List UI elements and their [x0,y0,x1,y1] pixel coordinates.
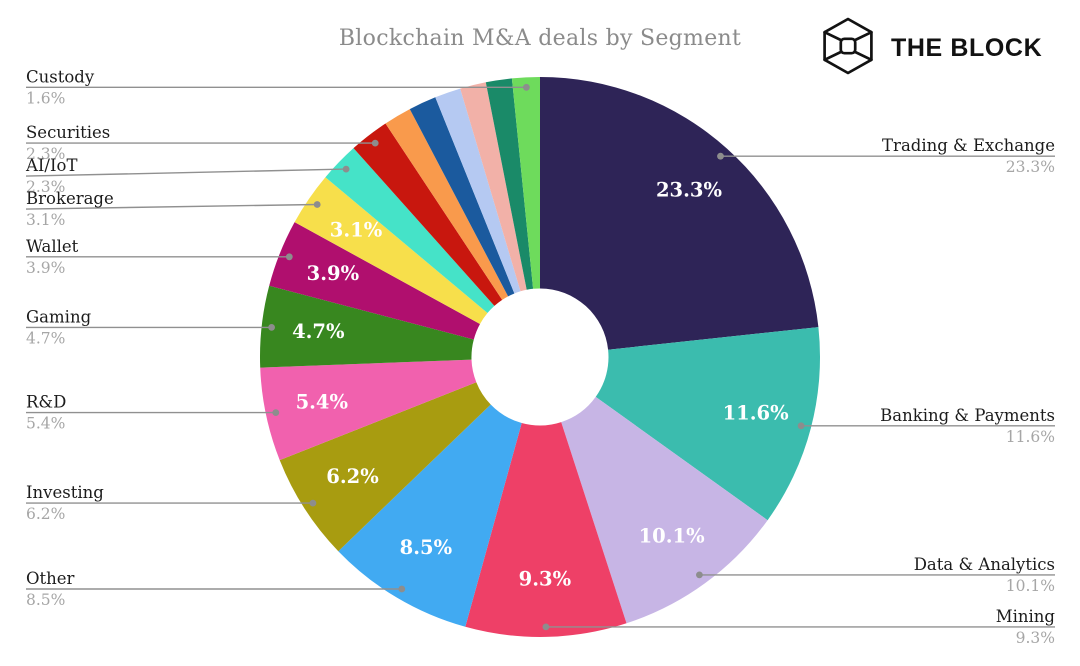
segment-label: Brokerage [26,189,114,208]
slice-securities[interactable] [353,123,503,306]
leader-dot [398,585,406,593]
segment-pct-label: 23.3% [1006,158,1055,176]
segment-pct-label: 10.1% [1006,577,1055,595]
slice-unlabeled[interactable] [435,88,521,294]
segment-pct-label: 5.4% [26,415,65,433]
segment-label: Other [26,569,75,588]
slice-ai-iot[interactable] [325,148,495,313]
slice-unlabeled[interactable] [409,97,515,297]
segment-label: R&D [26,393,66,412]
leader-dot [285,253,293,261]
slice-data-analytics[interactable] [561,396,768,624]
leader-dot [717,152,724,160]
slice-unlabeled[interactable] [385,109,509,300]
segment-label: Mining [996,607,1056,626]
leader-dot [342,165,350,173]
inner-pct-label: 3.9% [307,262,360,285]
inner-pct-label: 23.3% [656,179,722,202]
inner-pct-label: 5.4% [296,390,349,413]
the-block-logo: THE BLOCK [818,15,1042,77]
slice-trading-exchange[interactable] [540,77,819,350]
slice-investing[interactable] [279,382,491,552]
leader-dot [371,139,379,147]
slice-banking-payments[interactable] [595,327,821,521]
slice-gaming[interactable] [259,285,474,368]
segment-pct-label: 6.2% [26,505,65,523]
segment-pct-label: 4.7% [26,329,65,347]
segment-label: Custody [26,67,95,86]
leader-dot [268,324,275,331]
leader-dot [272,409,280,416]
segment-label: Wallet [26,237,79,256]
leader-dot [797,422,805,430]
inner-pct-label: 3.1% [330,219,383,242]
slice-unlabeled[interactable] [485,78,534,290]
segment-pct-label: 3.9% [26,259,65,277]
leader-line [25,203,318,210]
segment-label: Trading & Exchange [882,136,1055,155]
slice-r-d[interactable] [260,359,477,461]
slice-other[interactable] [338,404,522,627]
leader-dot [696,571,703,579]
segment-label: Securities [26,123,110,142]
inner-pct-label: 8.5% [400,536,453,559]
chart-title: Blockchain M&A deals by Segment [338,26,742,51]
leader-dot [542,623,550,631]
slice-custody[interactable] [511,76,540,289]
inner-pct-label: 4.7% [292,320,345,343]
inner-pct-label: 6.2% [326,465,379,488]
segment-pct-label: 3.1% [26,211,65,229]
segment-label: Gaming [26,307,92,326]
segment-pct-label: 1.6% [26,89,65,107]
brand-name: THE BLOCK [891,33,1043,62]
leader-line [25,168,347,177]
segment-pct-label: 2.3% [26,145,65,163]
segment-label: Investing [26,483,104,502]
segment-label: AI/IoT [25,156,77,175]
slice-wallet[interactable] [269,222,480,340]
inner-pct-label: 10.1% [639,525,705,548]
slice-unlabeled[interactable] [460,82,527,292]
leader-dot [313,201,321,208]
segment-pct-label: 2.3% [26,178,65,196]
leader-dot [523,83,530,91]
block-cube-icon [823,17,873,75]
inner-pct-label: 11.6% [723,401,789,424]
segment-pct-label: 11.6% [1006,428,1055,446]
inner-pct-label: 9.3% [519,567,572,590]
slice-brokerage[interactable] [294,177,488,324]
segment-pct-label: 9.3% [1016,629,1055,647]
segment-pct-label: 8.5% [26,591,65,609]
leader-dot [309,499,317,507]
slice-mining[interactable] [465,422,627,637]
segment-label: Data & Analytics [914,555,1055,574]
segment-label: Banking & Payments [880,406,1055,425]
